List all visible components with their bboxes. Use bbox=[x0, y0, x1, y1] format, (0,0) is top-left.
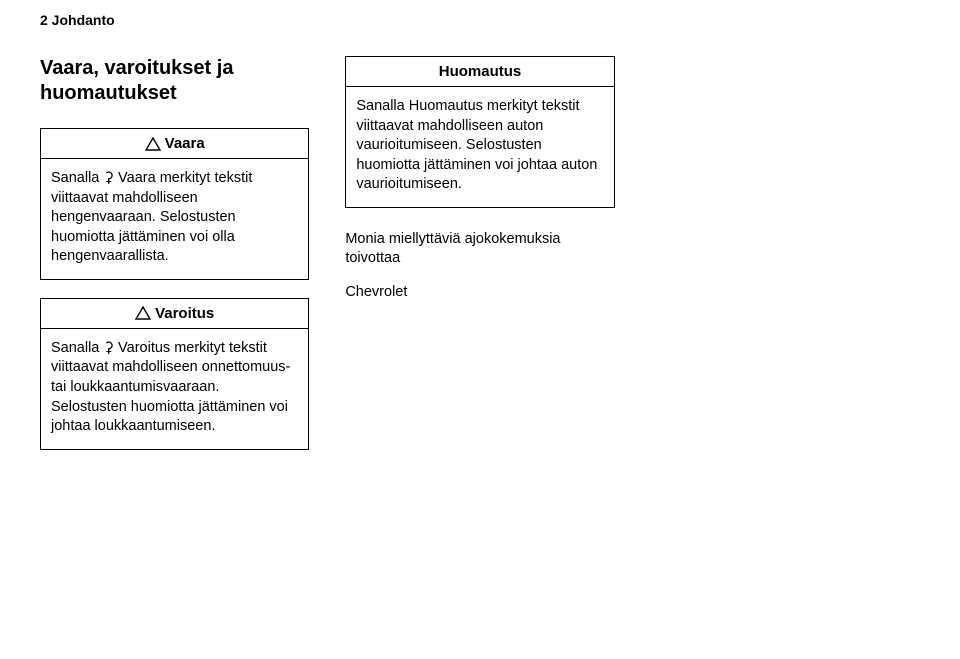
warning-triangle-icon bbox=[135, 306, 151, 320]
box-huomautus-body: Sanalla Huomautus merkityt tekstit viitt… bbox=[346, 87, 613, 207]
box-varoitus-body: Sanalla ⚳ Varoitus merkityt tekstit viit… bbox=[41, 329, 308, 449]
column-1: Vaara, varoitukset ja huomautukset Vaara… bbox=[40, 56, 309, 468]
box-varoitus-header-label: Varoitus bbox=[155, 305, 214, 322]
box-huomautus-header: Huomautus bbox=[346, 57, 613, 87]
box-vaara-header: Vaara bbox=[41, 129, 308, 159]
page: 2 Johdanto Vaara, varoitukset ja huomaut… bbox=[0, 0, 960, 659]
closing-text: Monia miellyttäviä ajokokemuksia toivott… bbox=[345, 230, 614, 317]
running-head: 2 Johdanto bbox=[40, 12, 920, 28]
box-huomautus-header-label: Huomautus bbox=[439, 63, 522, 80]
box-vaara-body: Sanalla ⚳ Vaara merkityt tekstit viittaa… bbox=[41, 159, 308, 279]
box-varoitus: Varoitus Sanalla ⚳ Varoitus merkityt tek… bbox=[40, 298, 309, 450]
box-huomautus: Huomautus Sanalla Huomautus merkityt tek… bbox=[345, 56, 614, 208]
box-varoitus-header: Varoitus bbox=[41, 299, 308, 329]
warning-triangle-icon bbox=[145, 137, 161, 151]
closing-line-2: Chevrolet bbox=[345, 283, 614, 303]
column-2: Huomautus Sanalla Huomautus merkityt tek… bbox=[345, 56, 614, 468]
box-vaara: Vaara Sanalla ⚳ Vaara merkityt tekstit v… bbox=[40, 128, 309, 280]
box-vaara-header-label: Vaara bbox=[165, 135, 205, 152]
columns: Vaara, varoitukset ja huomautukset Vaara… bbox=[40, 56, 920, 468]
section-title: Vaara, varoitukset ja huomautukset bbox=[40, 56, 309, 106]
closing-line-1: Monia miellyttäviä ajokokemuksia toivott… bbox=[345, 230, 614, 269]
column-3 bbox=[651, 56, 920, 468]
